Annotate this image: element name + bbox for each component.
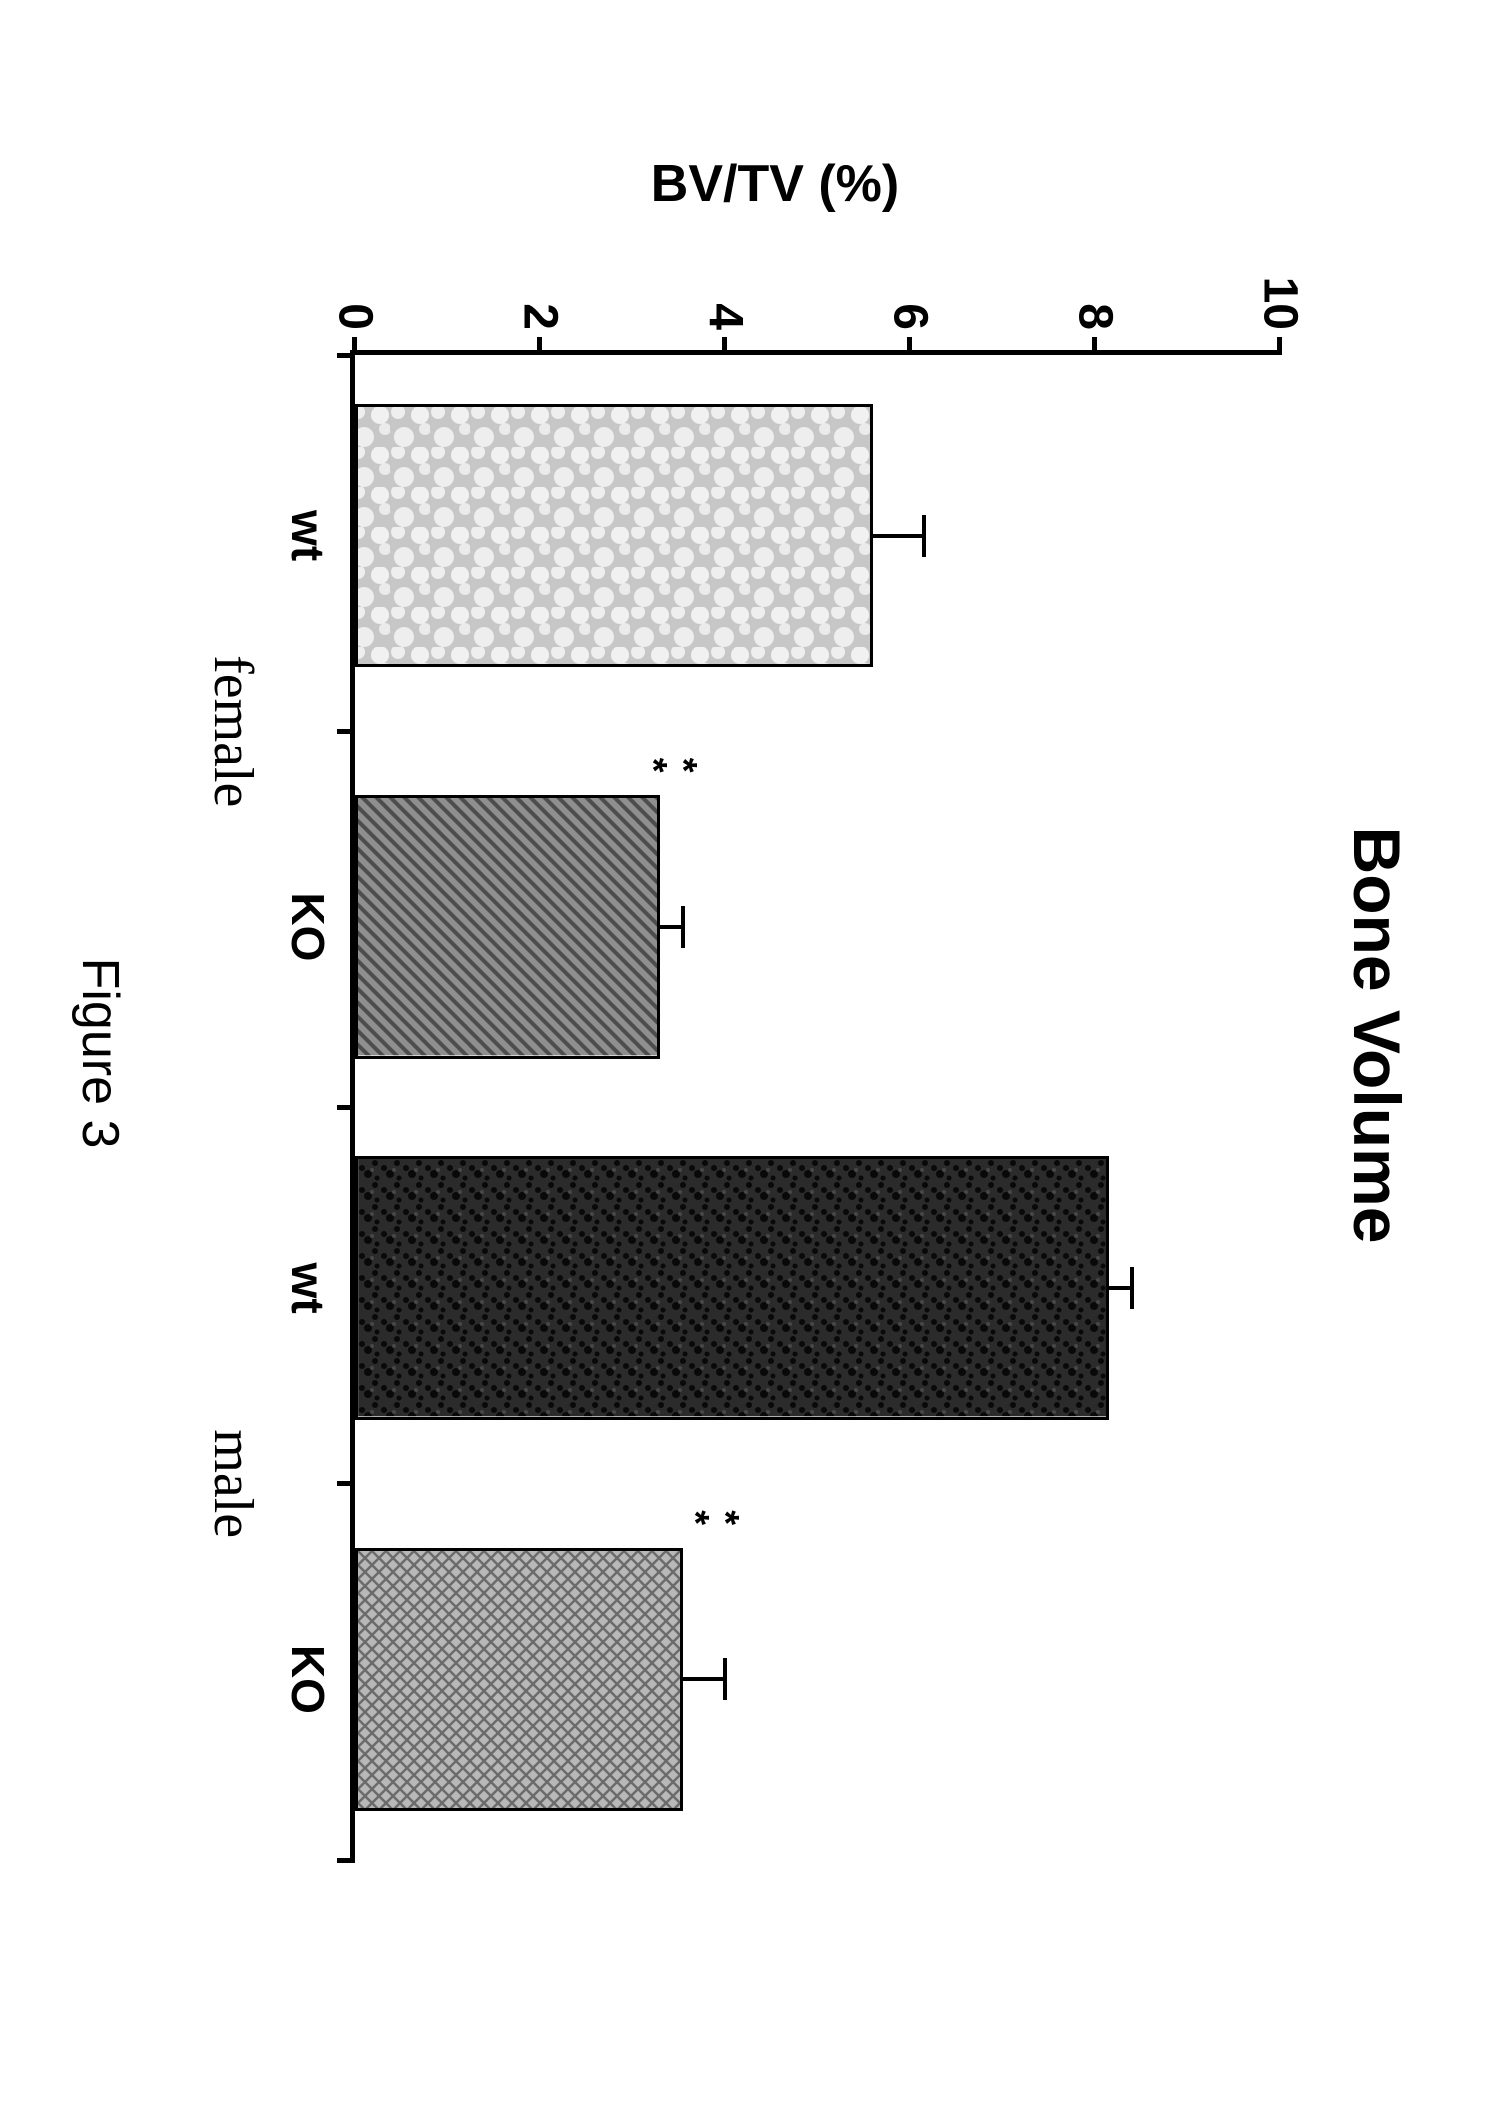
x-category-label: wt — [281, 1263, 335, 1314]
x-category-label: KO — [281, 892, 335, 961]
bar-male_ko — [355, 1548, 683, 1811]
page: Bone Volume BV/TV (%) 0 2 4 6 8 10 ** ** wt KO wt K… — [0, 0, 1495, 2106]
x-category-label: wt — [281, 510, 335, 561]
y-tick — [1278, 337, 1283, 355]
y-tick-label: 2 — [513, 250, 568, 330]
chart-title: Bone Volume — [1339, 170, 1415, 1900]
bar-male_wt — [355, 1156, 1109, 1419]
x-group-label-male: male — [201, 1429, 265, 1538]
x-tick — [337, 1105, 355, 1110]
x-category-label: KO — [281, 1645, 335, 1714]
significance-female_ko: ** — [638, 758, 699, 773]
bar-female_ko — [355, 795, 660, 1058]
y-tick-label: 6 — [883, 250, 938, 330]
y-tick — [538, 337, 543, 355]
x-tick — [337, 1481, 355, 1486]
y-tick — [908, 337, 913, 355]
y-tick-label: 8 — [1068, 250, 1123, 330]
x-tick — [337, 1858, 355, 1863]
y-tick-label: 10 — [1253, 250, 1308, 330]
y-tick-label: 4 — [698, 250, 753, 330]
significance-male_ko: ** — [679, 1510, 740, 1525]
rotated-chart-container: Bone Volume BV/TV (%) 0 2 4 6 8 10 ** ** wt KO wt K… — [0, 0, 1495, 2106]
y-tick — [723, 337, 728, 355]
plot-area: 0246810****wtKOwtKOfemalemale — [350, 350, 1280, 1860]
x-tick — [337, 729, 355, 734]
x-tick — [337, 353, 355, 358]
x-group-label-female: female — [201, 655, 265, 807]
y-tick — [1093, 337, 1098, 355]
figure-caption: Figure 3 — [70, 0, 130, 2106]
bar-female_wt — [355, 404, 873, 667]
y-tick-label: 0 — [328, 250, 383, 330]
chart: Bone Volume BV/TV (%) 0246810****wtKOwtK… — [185, 170, 1365, 1900]
y-axis-label: BV/TV (%) — [651, 154, 899, 214]
